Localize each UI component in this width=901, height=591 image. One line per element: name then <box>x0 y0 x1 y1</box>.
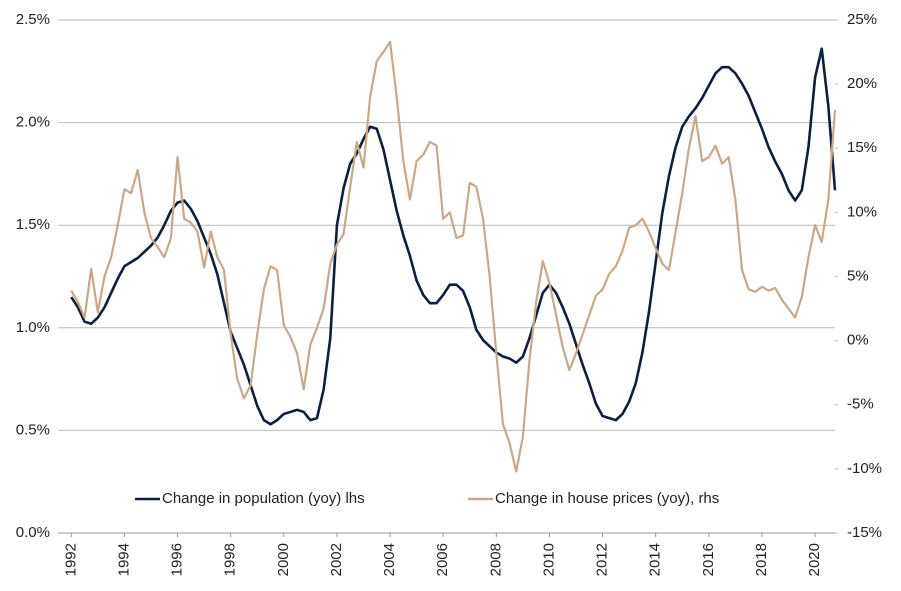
y2-tick-label: -10% <box>847 460 882 477</box>
y-tick-label: 1.5% <box>16 216 50 233</box>
x-tick-label: 2018 <box>753 543 770 576</box>
y-tick-label: 2.0% <box>16 114 50 131</box>
x-tick-label: 2016 <box>700 543 717 576</box>
x-tick-label: 2006 <box>434 543 451 576</box>
y2-tick-label: -5% <box>847 396 874 413</box>
y2-tick-label: 15% <box>847 139 877 156</box>
y2-tick-label: -15% <box>847 524 882 541</box>
y-tick-label: 1.0% <box>16 319 50 336</box>
legend-label: Change in population (yoy) lhs <box>162 490 365 507</box>
y2-tick-label: 0% <box>847 332 869 349</box>
x-tick-label: 2004 <box>381 543 398 576</box>
legend-label: Change in house prices (yoy), rhs <box>495 490 719 507</box>
y-tick-label: 0.5% <box>16 421 50 438</box>
x-tick-label: 1996 <box>169 543 186 576</box>
x-tick-label: 1998 <box>222 543 239 576</box>
x-tick-label: 2010 <box>540 543 557 576</box>
x-tick-label: 1992 <box>62 543 79 576</box>
y2-tick-label: 10% <box>847 203 877 220</box>
x-tick-label: 2000 <box>275 543 292 576</box>
y-tick-label: 2.5% <box>16 11 50 28</box>
series-line <box>70 47 837 426</box>
x-tick-label: 1994 <box>115 543 132 576</box>
x-tick-label: 2014 <box>647 543 664 576</box>
y2-tick-label: 5% <box>847 267 869 284</box>
x-tick-label: 2012 <box>594 543 611 576</box>
x-tick-label: 2020 <box>806 543 823 576</box>
series-line <box>70 40 837 473</box>
x-tick-label: 2002 <box>328 543 345 576</box>
y2-tick-label: 25% <box>847 11 877 28</box>
y2-tick-label: 20% <box>847 75 877 92</box>
y-tick-label: 0.0% <box>16 524 50 541</box>
x-tick-label: 2008 <box>487 543 504 576</box>
